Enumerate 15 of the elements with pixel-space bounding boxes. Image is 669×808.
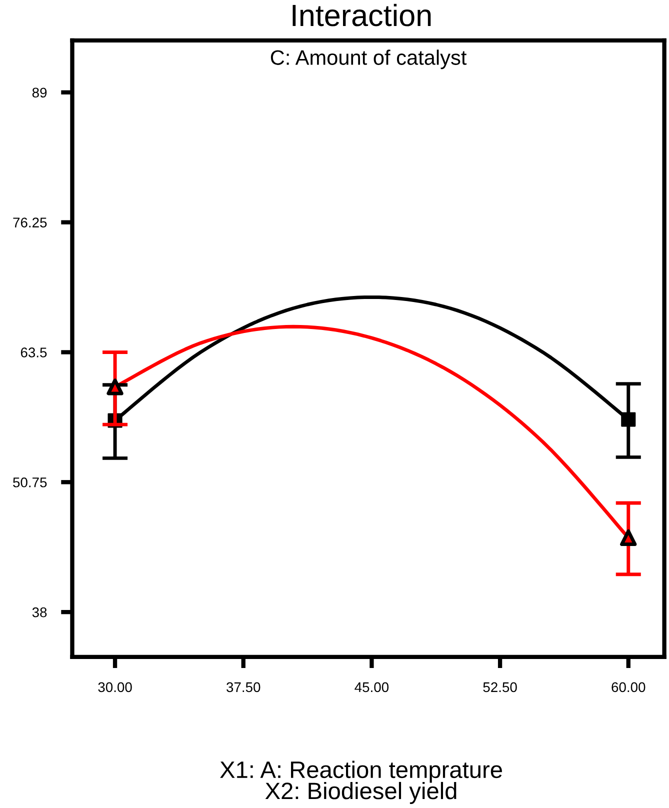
point: [620, 529, 637, 546]
y-tick-label: 76.25: [13, 218, 47, 228]
x-axis-title: X1: A: Reaction temprature X2: Biodiesel yield: [220, 760, 502, 804]
chart-title: Interaction: [292, 4, 431, 26]
chart-subtitle: C: Amount of catalyst: [270, 50, 467, 70]
x-tick-label: 30.00: [98, 682, 132, 692]
x-tick-label: 45.00: [354, 682, 389, 692]
x-tick-label: 52.50: [483, 682, 517, 692]
y-tick-label: 89: [32, 88, 47, 98]
y-tick-label: 63.5: [20, 348, 47, 358]
y-tick-label: 38: [32, 607, 47, 618]
x-tick-label: 37.50: [226, 682, 260, 692]
x-tick-label: 60.00: [612, 682, 646, 692]
point: [106, 378, 124, 396]
y-tick-label: 50.75: [13, 477, 47, 488]
